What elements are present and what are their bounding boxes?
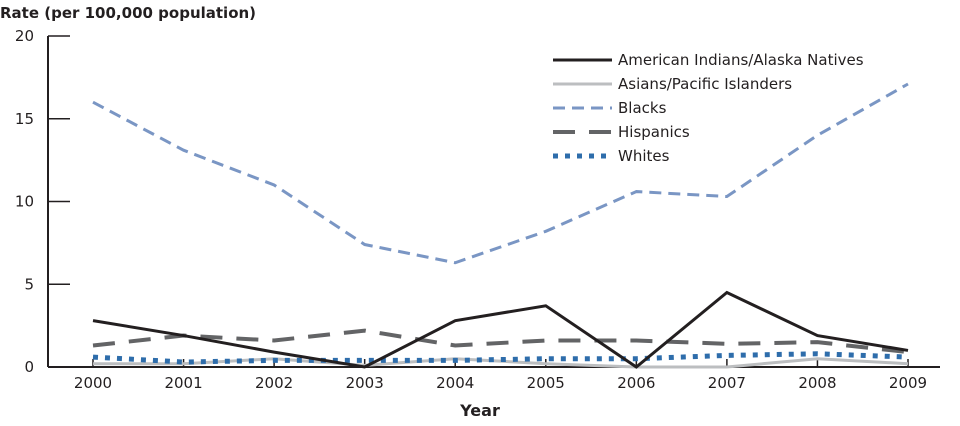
legend: American Indians/Alaska Natives Asians/Pa… [553,51,864,165]
x-tick-label: 2006 [617,374,655,392]
y-tick-label: 20 [15,27,34,45]
legend-label: Asians/Pacific Islanders [618,75,792,93]
x-tick-label: 2008 [798,374,836,392]
x-tick-label: 2003 [346,374,384,392]
x-tick-label: 2004 [436,374,474,392]
x-axis-label: Year [459,401,500,420]
y-tick-label: 0 [24,358,34,376]
x-tick-label: 2002 [255,374,293,392]
legend-label: Hispanics [618,123,690,141]
y-axis-label: Rate (per 100,000 population) [0,4,256,22]
series-line-2 [93,84,908,263]
legend-label: Whites [618,147,670,165]
y-tick-label: 5 [24,275,34,293]
axes: 0 5 10 15 20 2000 2001 2002 2003 2004 2005 2006 2007… [15,27,940,392]
legend-label: American Indians/Alaska Natives [618,51,864,69]
legend-label: Blacks [618,99,667,117]
x-tick-label: 2000 [74,374,112,392]
x-tick-label: 2001 [164,374,202,392]
series-line-0 [93,293,908,367]
series-lines [93,84,908,367]
y-tick-label: 10 [15,193,34,211]
x-tick-label: 2005 [527,374,565,392]
y-tick-label: 15 [15,110,34,128]
x-tick-label: 2007 [708,374,746,392]
x-tick-label: 2009 [889,374,927,392]
